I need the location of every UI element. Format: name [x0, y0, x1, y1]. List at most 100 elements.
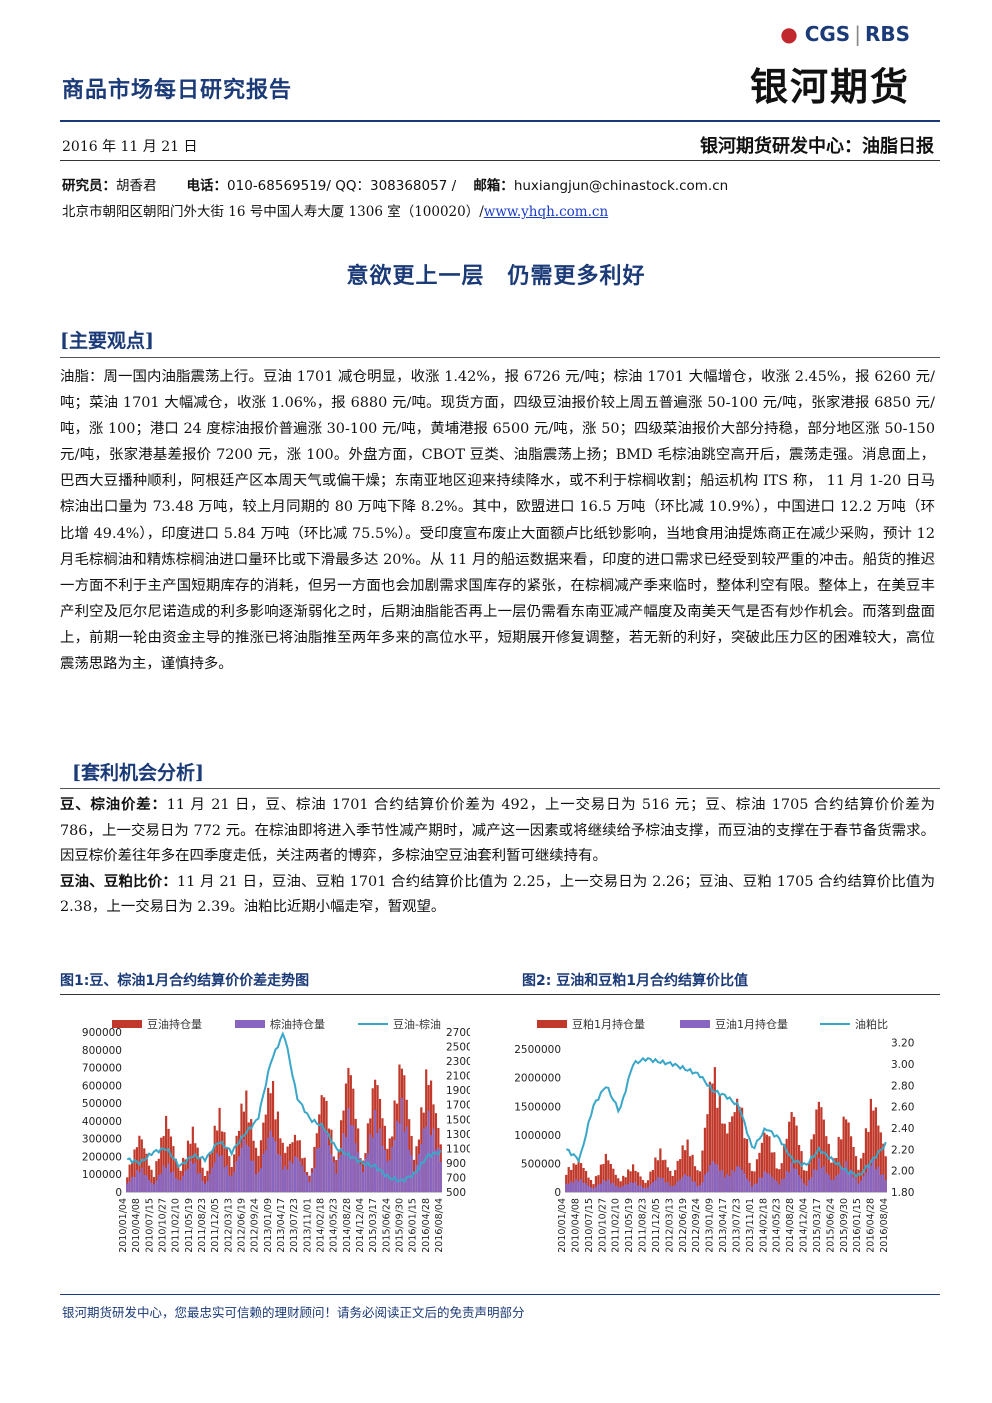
series-2-bar	[790, 1162, 793, 1192]
series-2-bar	[391, 1146, 394, 1192]
y-right-tick-label: 3.00	[891, 1059, 914, 1071]
series-2-bar	[427, 1110, 430, 1192]
series-1-bar	[208, 1153, 211, 1192]
series-1-bar	[879, 1132, 882, 1192]
series-2-bar	[179, 1180, 182, 1192]
y-left-tick-label: 800000	[82, 1045, 122, 1057]
series-2-bar	[199, 1173, 202, 1192]
series-1-bar	[882, 1143, 885, 1192]
series-2-bar	[247, 1146, 250, 1192]
series-1-bar	[703, 1127, 707, 1192]
series-2-bar	[361, 1171, 365, 1192]
series-2-bar	[169, 1172, 173, 1192]
series-2-bar	[802, 1183, 806, 1192]
x-tick-label: 2010/01/04	[118, 1198, 129, 1253]
x-tick-label: 2013/04/17	[276, 1198, 287, 1253]
series-2-bar	[622, 1186, 625, 1192]
series-2-bar	[884, 1179, 887, 1192]
x-tick-label: 2016/08/04	[879, 1198, 890, 1253]
series-2-bar	[342, 1132, 345, 1192]
x-tick-label: 2013/11/01	[302, 1198, 313, 1253]
series-1-bar	[726, 1133, 729, 1192]
website-link[interactable]: www.yhqh.com.cn	[483, 204, 609, 220]
series-2-bar	[340, 1154, 343, 1192]
x-tick-label: 2010/10/27	[597, 1198, 608, 1253]
y-right-tick-label: 900	[446, 1158, 466, 1170]
series-2-bar	[330, 1154, 333, 1192]
series-1-bar	[723, 1123, 726, 1192]
series-2-bar	[381, 1145, 384, 1192]
x-tick-label: 2013/07/23	[731, 1198, 742, 1253]
series-2-bar	[641, 1187, 645, 1192]
series-2-bar	[711, 1160, 714, 1192]
series-1-bar	[669, 1170, 672, 1192]
series-2-bar	[696, 1186, 699, 1192]
series-2-bar	[597, 1184, 600, 1192]
series-2-bar	[852, 1177, 855, 1192]
legend-series-2-label: 豆油1月持仓量	[715, 1017, 788, 1031]
series-1-bar	[711, 1083, 714, 1192]
series-2-bar	[862, 1176, 865, 1192]
series-2-bar	[679, 1179, 682, 1192]
series-1-bar	[827, 1143, 830, 1192]
x-tick-label: 2015/09/30	[839, 1198, 850, 1253]
y-right-tick-label: 500	[446, 1187, 466, 1199]
series-2-bar	[750, 1186, 754, 1192]
series-2-bar	[733, 1171, 736, 1192]
series-2-bar	[736, 1166, 739, 1192]
y-left-tick-label: 600000	[82, 1080, 122, 1092]
series-1-bar	[604, 1153, 607, 1192]
series-2-bar	[403, 1131, 406, 1192]
series-2-bar	[793, 1168, 796, 1192]
series-1-bar	[135, 1147, 139, 1192]
figure-2-title: 图2: 豆油和豆粕1月合约结算价比值	[522, 973, 748, 989]
series-1-bar	[706, 1114, 709, 1192]
series-2-bar	[434, 1149, 438, 1192]
series-2-bar	[388, 1160, 391, 1192]
x-tick-label: 2014/02/18	[316, 1198, 327, 1253]
series-2-bar	[731, 1169, 734, 1192]
x-tick-label: 2014/05/23	[329, 1198, 340, 1253]
series-2-bar	[842, 1169, 845, 1192]
series-2-bar	[649, 1184, 652, 1192]
figure-1-title: 图1:豆、棕油1月合约结算价价差走势图	[60, 973, 310, 989]
series-1-bar	[651, 1170, 655, 1192]
series-2-bar	[252, 1160, 255, 1192]
series-1-bar	[271, 1081, 275, 1192]
series-2-bar	[867, 1166, 870, 1192]
series-2-bar	[347, 1108, 350, 1192]
series-2-bar	[609, 1183, 612, 1192]
series-2-bar	[213, 1162, 216, 1192]
series-2-bar	[738, 1166, 741, 1192]
series-2-bar	[706, 1171, 709, 1192]
series-2-bar	[755, 1183, 759, 1192]
y-left-tick-label: 900000	[82, 1027, 122, 1039]
series-2-bar	[157, 1174, 160, 1192]
series-2-bar	[386, 1161, 389, 1192]
series-2-bar	[698, 1184, 702, 1192]
series-1-bar	[140, 1139, 143, 1192]
series-1-bar	[698, 1171, 702, 1192]
series-2-bar	[301, 1165, 304, 1192]
series-2-bar	[859, 1180, 863, 1192]
series-2-bar	[174, 1177, 177, 1192]
series-1-bar	[832, 1158, 835, 1192]
series-2-bar	[691, 1181, 694, 1192]
series-1-bar	[708, 1081, 712, 1192]
y-right-tick-label: 1700	[446, 1100, 470, 1112]
series-2-bar	[740, 1169, 744, 1192]
series-1-bar	[565, 1174, 568, 1192]
series-2-bar	[267, 1137, 270, 1192]
series-2-bar	[788, 1172, 791, 1192]
series-2-bar	[429, 1135, 433, 1192]
y-right-tick-label: 2100	[446, 1071, 470, 1083]
series-2-bar	[203, 1183, 207, 1192]
x-tick-label: 2013/04/17	[718, 1198, 729, 1253]
series-2-bar	[240, 1147, 243, 1192]
series-1-bar	[864, 1128, 868, 1192]
series-1-bar	[213, 1125, 216, 1192]
series-1-bar	[128, 1164, 131, 1192]
legend-series-1-swatch	[112, 1020, 142, 1028]
email-value[interactable]: huxiangjun@chinastock.com.cn	[513, 178, 729, 194]
series-2-bar	[681, 1176, 684, 1192]
